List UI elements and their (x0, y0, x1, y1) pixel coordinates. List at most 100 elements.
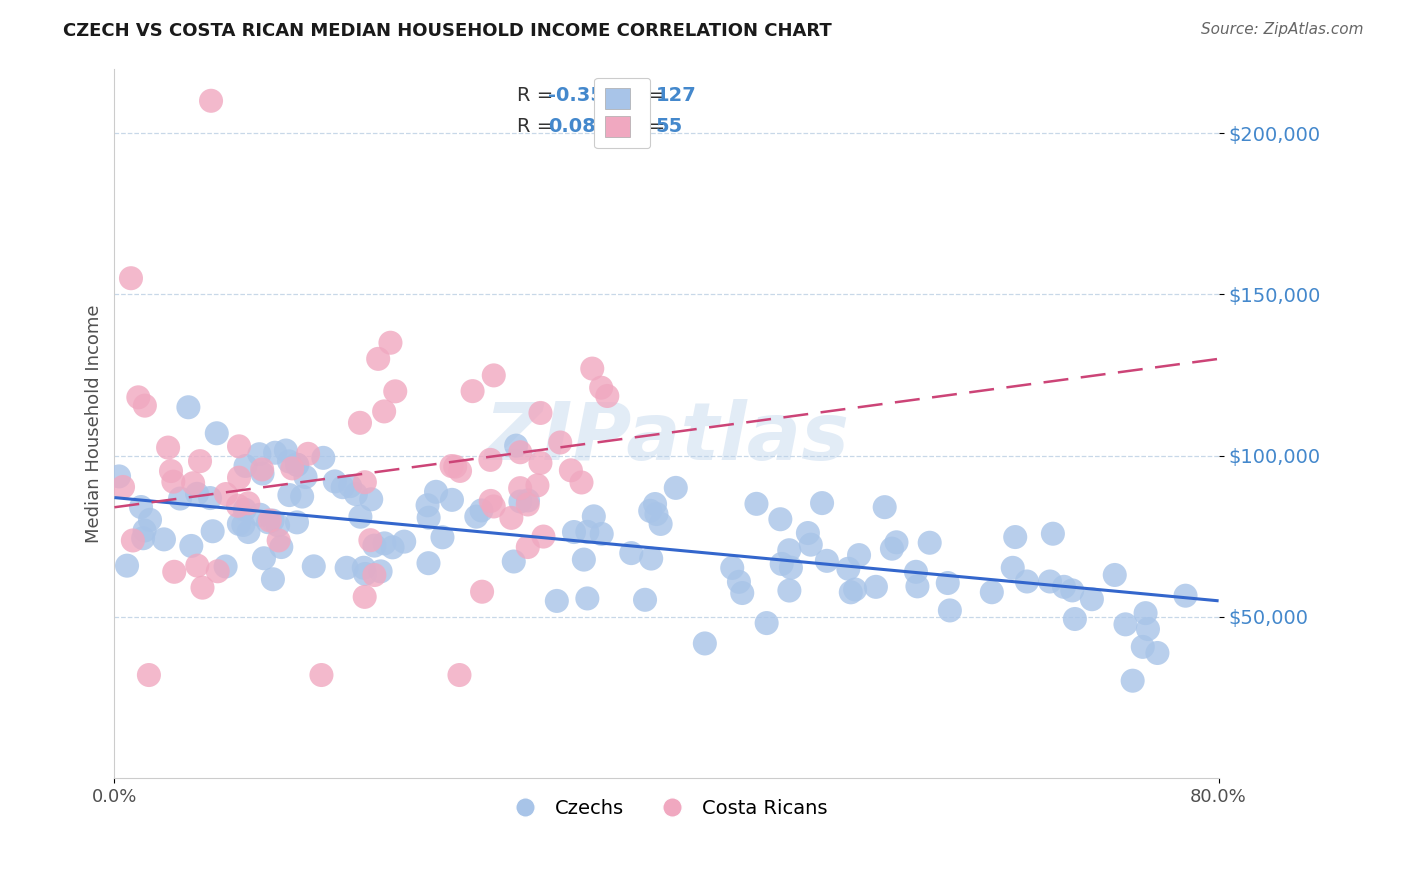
Point (562, 524, 585, 539)
Point (482, 500, 505, 514)
Text: 127: 127 (655, 86, 696, 105)
Point (181, 476, 204, 491)
Point (285, 458, 308, 472)
Point (576, 591, 599, 606)
Point (839, 585, 862, 599)
Point (232, 518, 254, 533)
Point (188, 454, 211, 468)
Point (873, 500, 896, 515)
Point (591, 527, 613, 541)
Point (228, 516, 250, 531)
Point (392, 534, 415, 549)
Point (634, 592, 657, 607)
Point (132, 531, 155, 545)
Point (591, 381, 613, 395)
Point (416, 498, 439, 512)
Point (160, 464, 183, 478)
Point (440, 492, 463, 507)
Point (800, 538, 823, 552)
Point (226, 499, 249, 513)
Point (294, 470, 316, 484)
Point (479, 453, 502, 467)
Point (186, 487, 208, 501)
Point (650, 516, 672, 531)
Point (482, 368, 505, 383)
Point (253, 551, 276, 566)
Point (546, 594, 568, 608)
Point (904, 565, 927, 579)
Point (302, 559, 325, 574)
Point (363, 539, 385, 553)
Point (380, 335, 402, 350)
Point (1042, 526, 1064, 541)
Point (644, 497, 666, 511)
Point (157, 441, 180, 455)
Point (886, 535, 908, 549)
Point (418, 510, 440, 524)
Point (449, 668, 471, 682)
Point (336, 561, 359, 575)
Point (432, 530, 454, 544)
Point (797, 526, 820, 541)
Point (479, 494, 502, 508)
Point (285, 516, 308, 530)
Point (778, 583, 800, 598)
Point (281, 461, 304, 475)
Point (228, 470, 250, 484)
Point (381, 541, 404, 555)
Point (285, 458, 308, 472)
Point (811, 496, 834, 510)
Point (449, 464, 471, 478)
Point (571, 475, 593, 490)
Point (312, 450, 335, 465)
Point (529, 456, 551, 470)
Point (111, 480, 134, 494)
Point (1135, 606, 1157, 620)
Point (581, 361, 603, 376)
Point (745, 497, 768, 511)
Point (502, 554, 524, 568)
Point (572, 552, 595, 566)
Point (360, 492, 382, 507)
Point (1136, 622, 1159, 636)
Point (115, 558, 138, 573)
Point (367, 351, 389, 366)
Point (344, 487, 367, 501)
Point (1114, 617, 1136, 632)
Point (122, 533, 145, 548)
Point (1132, 640, 1154, 654)
Point (332, 480, 354, 494)
Point (139, 513, 162, 527)
Point (129, 500, 152, 514)
Text: Source: ZipAtlas.com: Source: ZipAtlas.com (1201, 22, 1364, 37)
Point (262, 514, 284, 528)
Point (848, 548, 870, 562)
Point (596, 389, 619, 403)
Point (582, 509, 605, 524)
Point (1081, 592, 1104, 607)
Point (201, 524, 224, 539)
Point (163, 565, 186, 579)
Point (252, 467, 274, 481)
Point (278, 454, 301, 468)
Point (501, 511, 523, 525)
Point (837, 562, 859, 576)
Point (353, 561, 375, 575)
Text: 55: 55 (655, 117, 683, 136)
Point (918, 535, 941, 549)
Point (249, 508, 271, 522)
Point (1174, 589, 1197, 603)
Point (259, 514, 281, 528)
Point (1104, 568, 1126, 582)
Point (339, 479, 361, 493)
Point (247, 447, 270, 461)
Point (323, 475, 346, 489)
Point (1039, 574, 1062, 589)
Point (349, 509, 371, 524)
Point (278, 488, 301, 502)
Point (444, 459, 467, 474)
Point (233, 502, 256, 516)
Point (120, 271, 142, 285)
Point (359, 533, 381, 548)
Point (418, 556, 440, 570)
